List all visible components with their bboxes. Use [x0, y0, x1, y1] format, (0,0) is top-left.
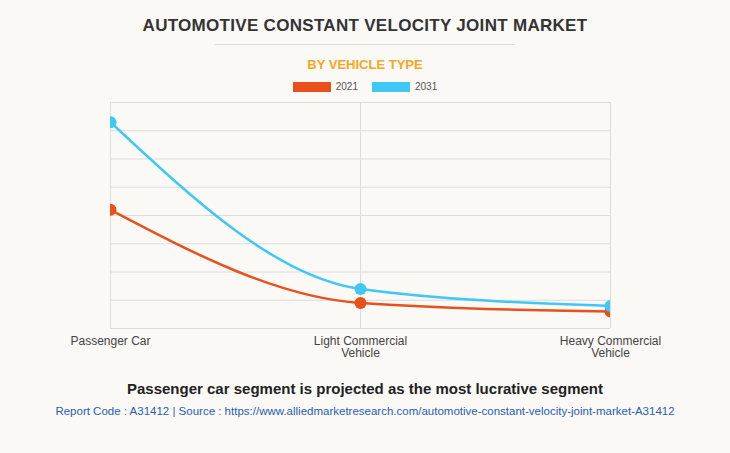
html-text:2031: 2031	[415, 81, 438, 92]
html-text:2021: 2021	[335, 81, 358, 92]
html-text:AUTOMOTIVE CONSTANT VELOCITY J: AUTOMOTIVE CONSTANT VELOCITY JOINT MARKE…	[142, 16, 588, 35]
html-text:Passenger car segment is proje: Passenger car segment is projected as th…	[127, 380, 603, 397]
html-text:Report Code : A31412 | Source: Report Code : A31412 | Source : https://…	[55, 405, 675, 417]
svg-text:Heavy CommercialVehicle: Heavy CommercialVehicle	[560, 334, 661, 360]
svg-text:Passenger Car: Passenger Car	[70, 334, 150, 348]
html-text:BY VEHICLE TYPE: BY VEHICLE TYPE	[307, 57, 423, 72]
svg-text:Light CommercialVehicle: Light CommercialVehicle	[314, 334, 407, 360]
